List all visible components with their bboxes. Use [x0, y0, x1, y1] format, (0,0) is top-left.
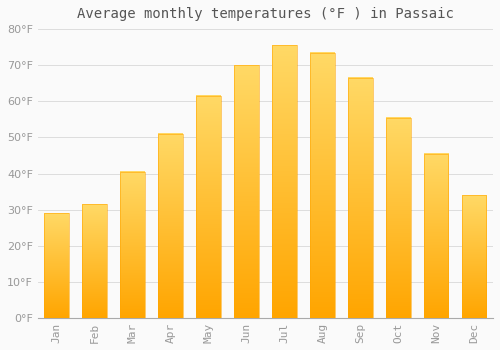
- Bar: [44, 213, 69, 318]
- Bar: [272, 45, 296, 318]
- Bar: [234, 65, 259, 318]
- Bar: [196, 96, 221, 318]
- Title: Average monthly temperatures (°F ) in Passaic: Average monthly temperatures (°F ) in Pa…: [77, 7, 454, 21]
- Bar: [120, 172, 145, 318]
- Bar: [348, 78, 372, 318]
- Bar: [424, 154, 448, 318]
- Bar: [158, 134, 183, 318]
- Bar: [310, 52, 334, 318]
- Bar: [386, 118, 410, 318]
- Bar: [82, 204, 107, 318]
- Bar: [462, 195, 486, 318]
